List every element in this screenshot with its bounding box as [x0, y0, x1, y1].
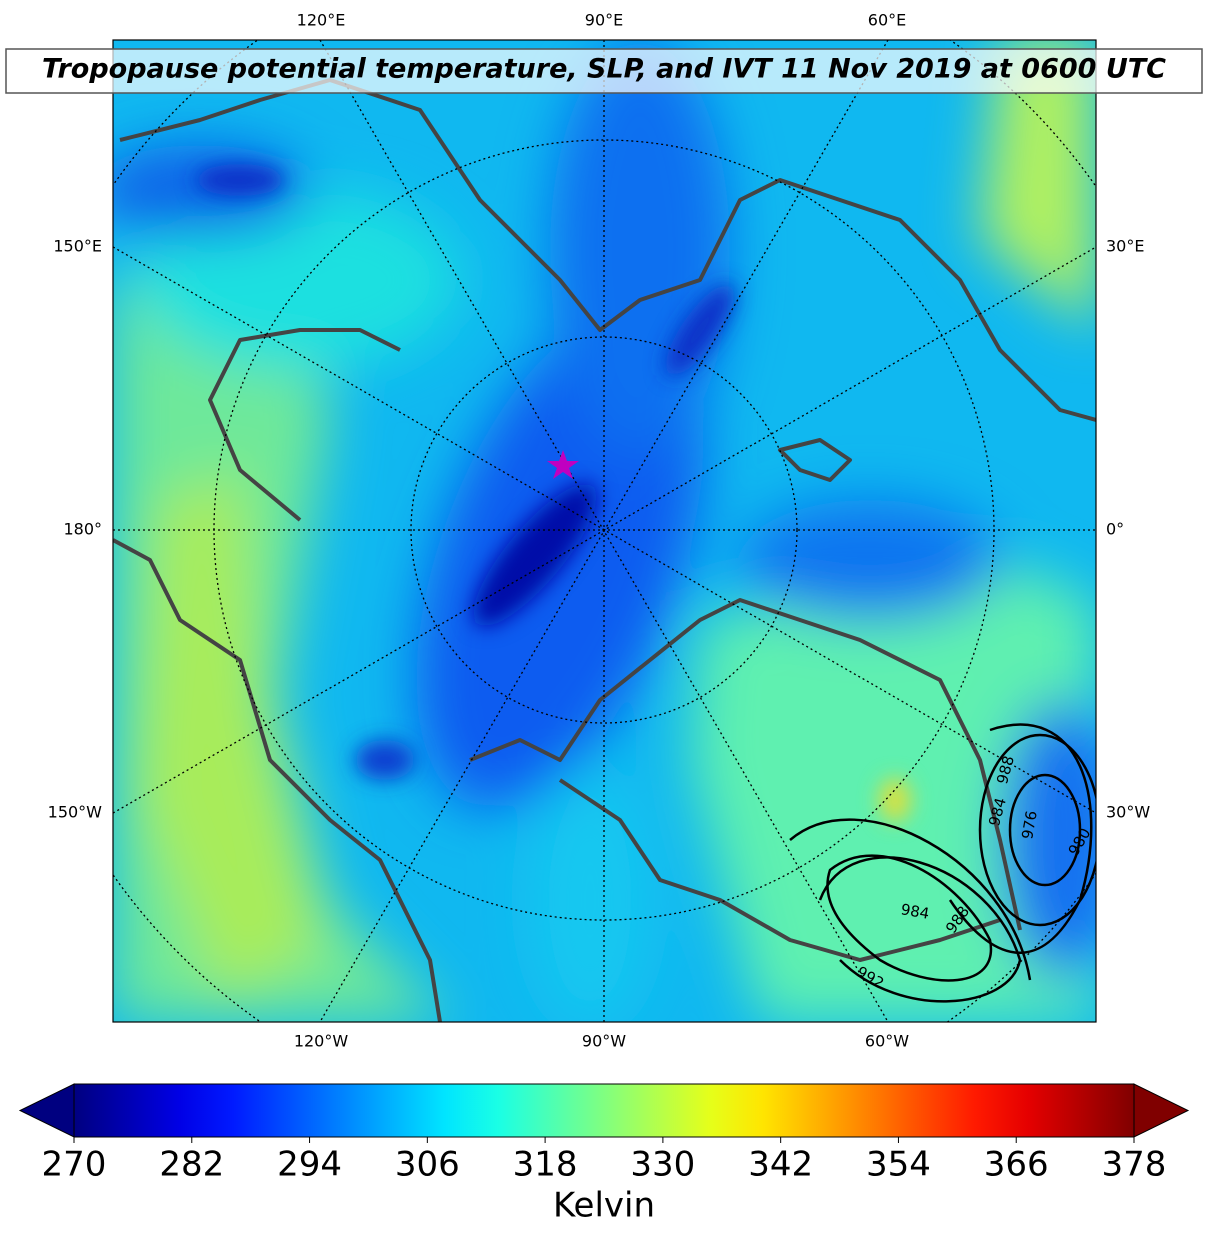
lon-label: 150°E: [53, 237, 102, 256]
lon-label: 60°E: [868, 11, 906, 30]
lon-label: 120°E: [297, 11, 346, 30]
contour-label: 984: [899, 900, 930, 923]
colorbar-tick-label: 294: [277, 1145, 342, 1185]
colorbar-under: [18, 1083, 75, 1138]
colorbar-tick-label: 330: [630, 1145, 695, 1185]
title: Tropopause potential temperature, SLP, a…: [42, 54, 1166, 85]
colorbar-tick-label: 270: [42, 1145, 107, 1185]
lon-label: 0°: [1106, 520, 1124, 539]
colorbar-tick-label: 354: [866, 1145, 931, 1185]
colorbar-tick-label: 282: [159, 1145, 224, 1185]
colorbar-label: Kelvin: [553, 1186, 655, 1226]
colorbar-tick-label: 366: [984, 1145, 1049, 1185]
map-field: [113, 40, 1096, 1022]
map-frame: [112, 39, 1097, 1023]
title-box: [5, 48, 1203, 94]
lon-label: 180°: [63, 520, 102, 539]
colorbar: [73, 1083, 1135, 1138]
colorbar-tick-label: 318: [513, 1145, 578, 1185]
lon-label: 60°W: [865, 1032, 909, 1051]
contour-label: 976: [1018, 809, 1041, 840]
lon-label: 120°W: [294, 1032, 349, 1051]
lon-label: 30°E: [1106, 237, 1144, 256]
colorbar-over: [1133, 1083, 1190, 1138]
lon-label: 30°W: [1106, 803, 1150, 822]
colorbar-tick-label: 378: [1102, 1145, 1167, 1185]
lon-label: 90°W: [582, 1032, 626, 1051]
colorbar-tick-label: 306: [395, 1145, 460, 1185]
lon-label: 90°E: [585, 11, 623, 30]
colorbar-tick-label: 342: [748, 1145, 813, 1185]
lon-label: 150°W: [48, 803, 103, 822]
